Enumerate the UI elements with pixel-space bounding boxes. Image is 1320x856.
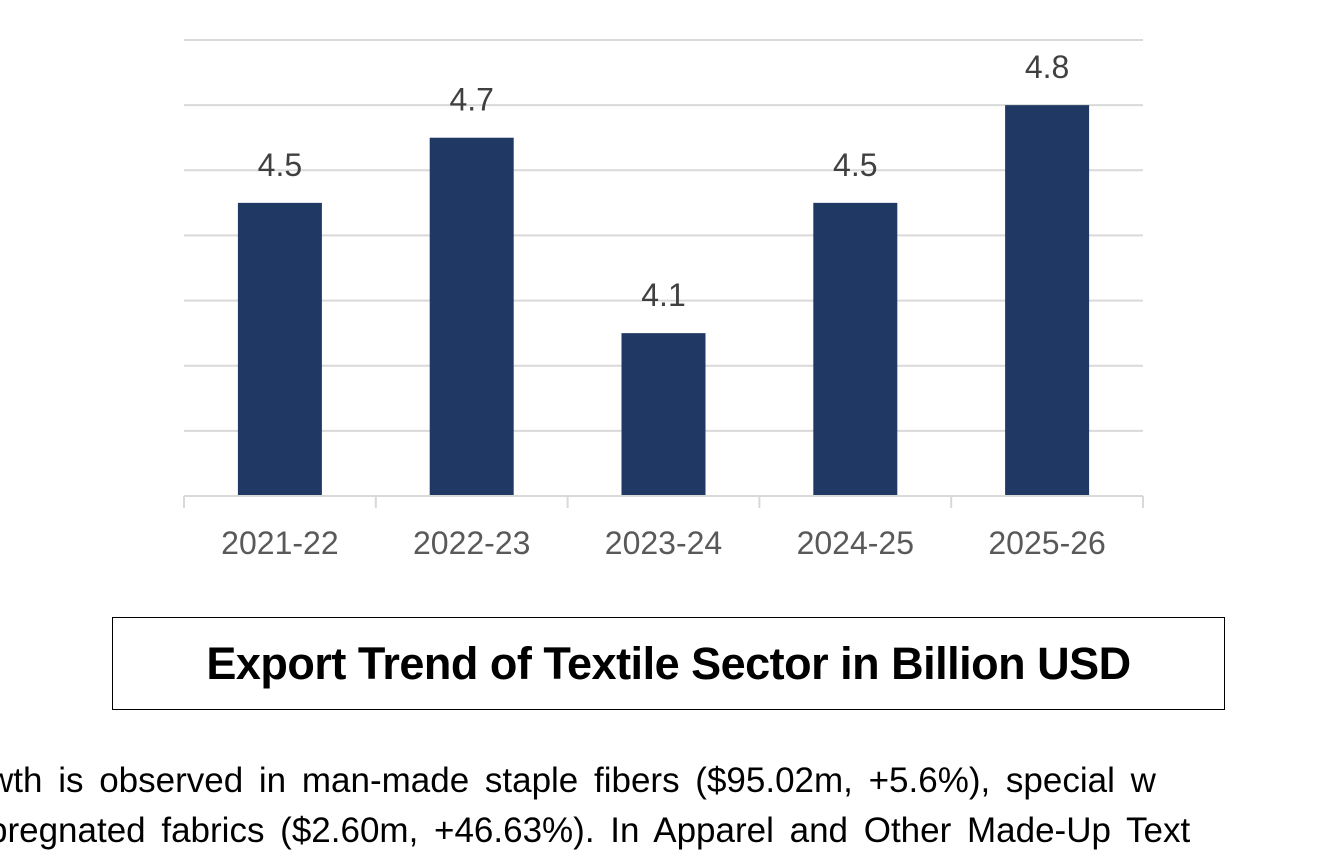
x-tick-label-2024-25: 2024-25 xyxy=(797,525,914,561)
bar-2023-24 xyxy=(621,333,706,496)
body-line-2: pregnated fabrics ($2.60m, +46.63%). In … xyxy=(0,811,1191,850)
chart-caption: Export Trend of Textile Sector in Billio… xyxy=(206,637,1131,689)
bar-2021-22 xyxy=(237,202,322,496)
data-labels: 4.5 4.7 4.1 4.5 4.8 xyxy=(258,49,1070,313)
x-axis: 2021-22 2022-23 2023-24 2024-25 2025-26 xyxy=(183,495,1144,561)
data-label-2023-24: 4.1 xyxy=(641,277,685,313)
data-label-2022-23: 4.7 xyxy=(449,82,493,118)
body-line-1: wth is observed in man-made staple fiber… xyxy=(0,761,1156,800)
x-tick-label-2025-26: 2025-26 xyxy=(988,525,1105,561)
x-tick-label-2021-22: 2021-22 xyxy=(221,525,338,561)
gridlines xyxy=(184,39,1143,432)
data-label-2021-22: 4.5 xyxy=(258,147,302,183)
chart-caption-box: Export Trend of Textile Sector in Billio… xyxy=(112,617,1225,710)
data-label-2025-26: 4.8 xyxy=(1025,49,1069,85)
data-label-2024-25: 4.5 xyxy=(833,147,877,183)
body-paragraph: wth is observed in man-made staple fiber… xyxy=(0,756,1320,856)
x-tick-label-2022-23: 2022-23 xyxy=(413,525,530,561)
bar-2024-25 xyxy=(813,202,898,496)
bar-2022-23 xyxy=(429,137,514,496)
bar-chart: 2021-22 2022-23 2023-24 2024-25 2025-26 4.54… xyxy=(183,39,1144,561)
bar-2025-26 xyxy=(1005,105,1090,497)
x-tick-label-2023-24: 2023-24 xyxy=(605,525,722,561)
bars xyxy=(237,105,1090,497)
